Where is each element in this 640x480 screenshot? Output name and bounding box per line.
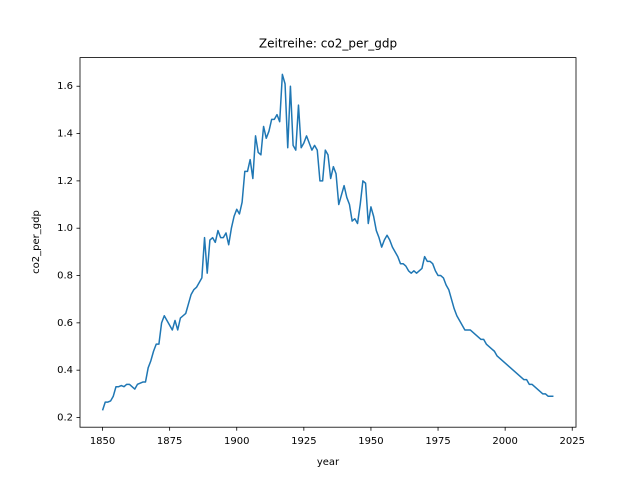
x-tick-label: 1850 [90,436,115,447]
x-tick-label: 2000 [492,436,517,447]
x-tick-label: 1875 [157,436,182,447]
data-line [101,73,554,411]
y-tick-label: 0.6 [57,318,73,329]
chart-title: Zeitreihe: co2_per_gdp [259,37,397,51]
y-tick-label: 0.2 [57,412,73,423]
y-tick-label: 0.4 [57,365,73,376]
x-tick-label: 1900 [224,436,249,447]
x-axis-label: year [317,457,340,468]
x-tick-label: 1950 [358,436,383,447]
x-tick-label: 1925 [291,436,316,447]
y-axis-label: co2_per_gdp [31,210,42,274]
y-tick-label: 0.8 [57,271,73,282]
y-tick-label: 1.4 [57,129,73,140]
x-tick-label: 1975 [425,436,450,447]
axes-frame [79,57,577,428]
x-tick-label: 2025 [560,436,585,447]
y-tick-label: 1.6 [57,81,73,92]
y-tick-label: 1.2 [57,176,73,187]
y-tick-label: 1.0 [57,223,73,234]
